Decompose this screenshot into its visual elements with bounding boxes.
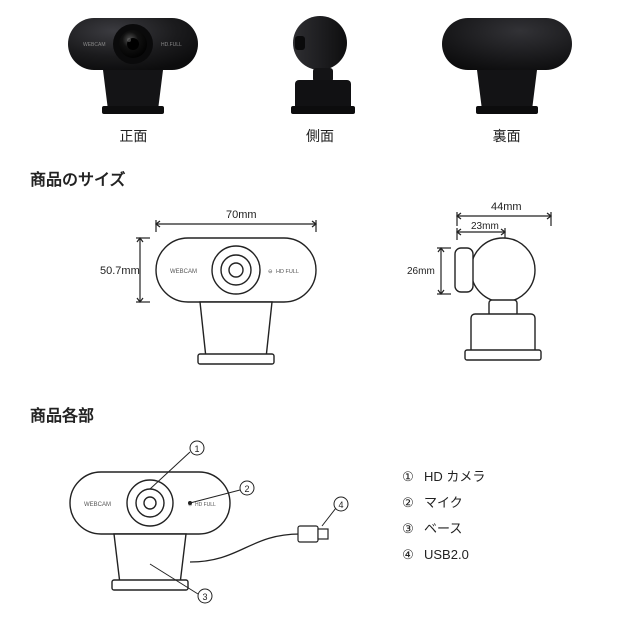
section-parts-title: 商品各部 bbox=[30, 402, 640, 426]
svg-text:26mm: 26mm bbox=[407, 266, 435, 277]
front-label: 正面 bbox=[119, 126, 147, 146]
svg-text:50.7mm: 50.7mm bbox=[100, 265, 140, 277]
product-views-row: WEBCAM HD.FULL 正面 側面 bbox=[0, 0, 640, 152]
front-view-svg: WEBCAM HD.FULL bbox=[58, 10, 208, 120]
part-item-3: ③ ベース bbox=[400, 516, 485, 542]
parts-diagram-svg: WEBCAM ⊖ HD FULL 1 2 3 bbox=[40, 434, 360, 604]
svg-text:2: 2 bbox=[244, 484, 249, 494]
svg-text:WEBCAM: WEBCAM bbox=[170, 269, 197, 275]
back-label: 裏面 bbox=[493, 126, 521, 146]
svg-text:WEBCAM: WEBCAM bbox=[83, 42, 106, 48]
part-label-3: ベース bbox=[424, 516, 462, 542]
svg-text:23mm: 23mm bbox=[471, 221, 499, 232]
dimension-row: 70mm 50.7mm WEBCAM ⊖ HD FULL bbox=[0, 198, 640, 388]
side-view: 側面 bbox=[265, 10, 375, 146]
part-label-2: マイク bbox=[424, 490, 463, 516]
part-item-2: ② マイク bbox=[400, 490, 485, 516]
svg-text:HD FULL: HD FULL bbox=[195, 502, 216, 508]
side-label: 側面 bbox=[306, 126, 334, 146]
part-item-4: ④ USB2.0 bbox=[400, 542, 485, 568]
svg-text:HD.FULL: HD.FULL bbox=[161, 42, 182, 48]
back-view-svg bbox=[432, 10, 582, 120]
section-size-title: 商品のサイズ bbox=[30, 166, 640, 190]
side-dimension-svg: 44mm 23mm 26mm bbox=[393, 198, 583, 388]
svg-text:WEBCAM: WEBCAM bbox=[84, 502, 111, 508]
svg-text:4: 4 bbox=[338, 500, 343, 510]
svg-text:HD FULL: HD FULL bbox=[276, 269, 299, 275]
back-view: 裏面 bbox=[432, 10, 582, 146]
front-view: WEBCAM HD.FULL 正面 bbox=[58, 10, 208, 146]
part-num-4: ④ bbox=[400, 547, 416, 563]
parts-list: ① HD カメラ ② マイク ③ ベース ④ USB2.0 bbox=[400, 464, 485, 568]
svg-text:⊖: ⊖ bbox=[268, 269, 273, 275]
front-dimension-svg: 70mm 50.7mm WEBCAM ⊖ HD FULL bbox=[78, 198, 358, 388]
svg-text:1: 1 bbox=[194, 444, 199, 454]
side-view-svg bbox=[265, 10, 375, 120]
svg-text:3: 3 bbox=[202, 592, 207, 602]
part-num-1: ① bbox=[400, 469, 416, 485]
svg-text:70mm: 70mm bbox=[226, 209, 257, 221]
svg-text:44mm: 44mm bbox=[491, 201, 522, 213]
parts-area: WEBCAM ⊖ HD FULL 1 2 3 bbox=[0, 434, 640, 604]
part-num-2: ② bbox=[400, 495, 416, 511]
part-item-1: ① HD カメラ bbox=[400, 464, 485, 490]
part-num-3: ③ bbox=[400, 521, 416, 537]
part-label-1: HD カメラ bbox=[424, 464, 485, 490]
part-label-4: USB2.0 bbox=[424, 542, 469, 568]
